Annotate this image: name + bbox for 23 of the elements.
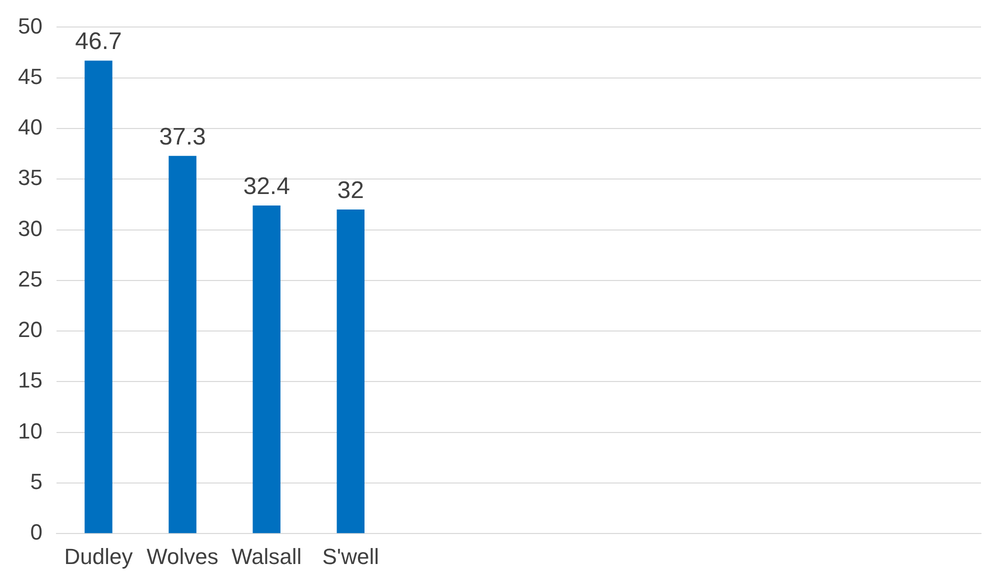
bar: [84, 60, 112, 534]
y-tick-label: 35: [18, 165, 42, 190]
y-tick-label: 45: [18, 64, 42, 89]
y-tick-label: 10: [18, 418, 42, 444]
data-label: 37.3: [159, 123, 206, 150]
bar: [252, 205, 280, 534]
data-label: 46.7: [75, 28, 122, 56]
y-tick-label: 20: [18, 317, 42, 342]
y-tick-label: 25: [18, 266, 42, 292]
y-tick-label: 50: [18, 13, 42, 38]
x-tick-label: Dudley: [64, 544, 133, 569]
data-label: 32: [337, 177, 364, 204]
bar: [168, 156, 196, 534]
y-tick-label: 5: [30, 469, 42, 494]
x-tick-label: S'well: [322, 544, 380, 569]
y-tick-label: 15: [18, 368, 42, 393]
data-label: 32.4: [243, 173, 290, 200]
x-tick-label: Walsall: [232, 544, 302, 569]
x-tick-label: Wolves: [146, 544, 218, 569]
bar: [336, 210, 365, 534]
y-tick-label: 30: [18, 216, 42, 241]
y-tick-label: 0: [30, 520, 42, 545]
y-tick-label: 40: [18, 114, 42, 140]
